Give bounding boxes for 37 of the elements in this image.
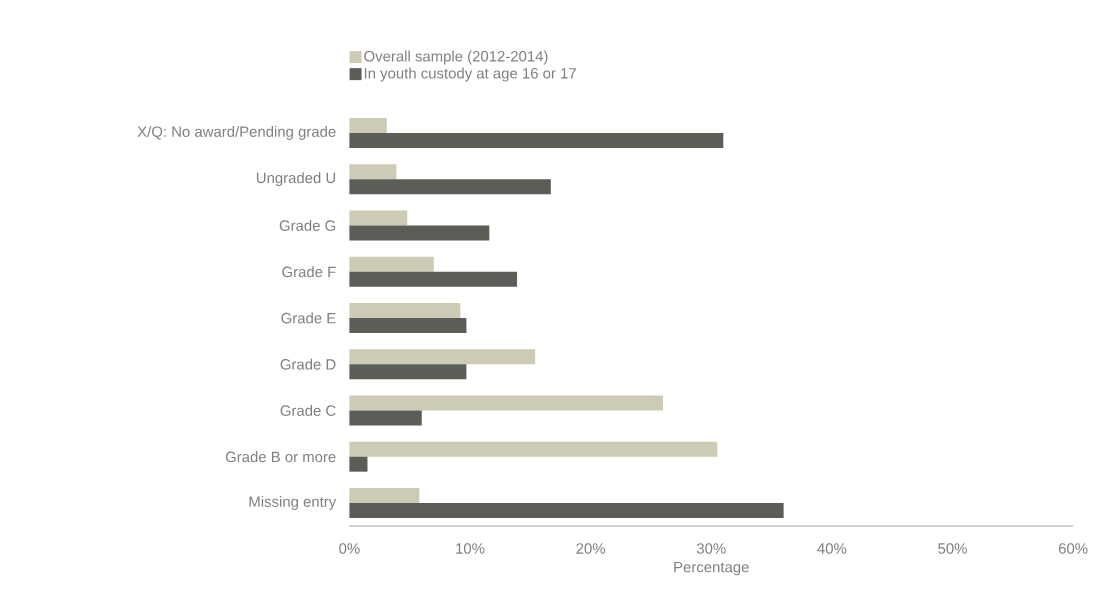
bar (349, 441, 718, 457)
x-tick-label: 10% (456, 543, 485, 554)
y-tick-label: X/Q: No award/Pending grade (137, 126, 336, 140)
x-tick-label: 20% (576, 543, 606, 554)
bar (349, 317, 467, 333)
bar (349, 164, 397, 180)
bar (349, 132, 724, 148)
x-tick-label: 30% (696, 543, 726, 554)
x-tick-label: 50% (938, 543, 967, 554)
legend-label: Overall sample (2012-2014) (364, 50, 548, 65)
bar (349, 225, 490, 241)
bar (349, 410, 422, 426)
x-axis-title: Percentage (674, 561, 749, 576)
bar (349, 349, 536, 365)
y-tick-label: Grade E (281, 312, 336, 324)
bar (349, 502, 784, 518)
y-tick-label: Missing entry (249, 496, 337, 510)
legend-label: In youth custody at age 16 or 17 (364, 67, 576, 82)
bar (349, 364, 467, 380)
y-tick-label: Grade D (280, 358, 336, 370)
x-tick-label: 40% (817, 543, 847, 554)
y-tick-label: Grade G (279, 220, 336, 231)
bar (349, 488, 420, 503)
bar (349, 210, 408, 226)
bar (349, 303, 461, 318)
bar (349, 256, 434, 272)
bar (349, 179, 551, 195)
x-tick-label: 0% (339, 543, 360, 554)
y-tick-label: Grade B or more (225, 451, 336, 463)
bar (349, 395, 663, 411)
x-tick-label: 60% (1058, 543, 1088, 554)
y-tick-label: Grade F (282, 266, 336, 278)
y-tick-label: Ungraded U (256, 172, 336, 187)
y-tick-label: Grade C (280, 405, 336, 416)
bar (349, 456, 368, 472)
bar (349, 271, 518, 287)
bar (349, 118, 387, 133)
